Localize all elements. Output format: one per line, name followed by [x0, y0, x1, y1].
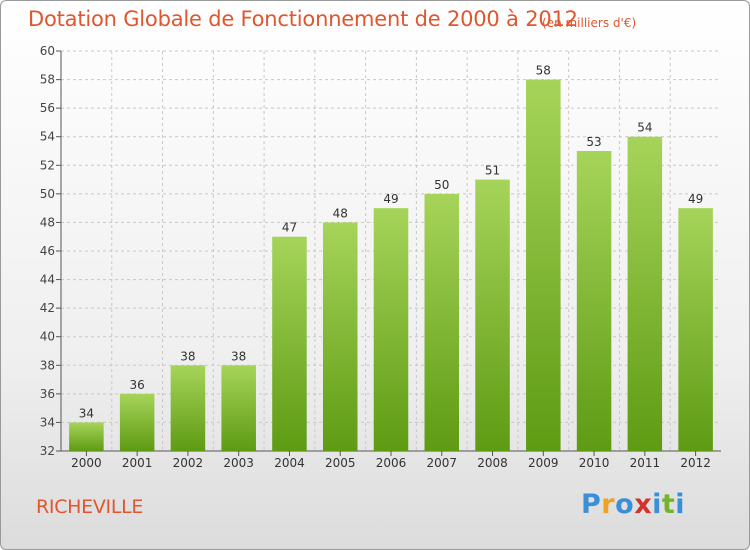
place-name: RICHEVILLE — [36, 496, 144, 518]
y-tick-label: 42 — [40, 301, 55, 315]
data-label: 49 — [383, 192, 398, 206]
x-tick-label: 2010 — [579, 456, 610, 470]
x-tick-label: 2007 — [426, 456, 457, 470]
bar — [424, 193, 460, 451]
data-label: 58 — [536, 64, 551, 78]
units-label: (en milliers d'€) — [542, 16, 637, 30]
y-tick-label: 58 — [40, 73, 55, 87]
data-label: 38 — [231, 349, 246, 363]
data-labels: 34 36 38 38 47 48 49 50 51 58 53 54 49 — [79, 64, 704, 421]
bar — [678, 208, 713, 451]
bar — [272, 236, 307, 451]
logo-letter: i — [675, 489, 686, 520]
logo-letter: r — [601, 489, 616, 520]
x-tick-label: 2009 — [528, 456, 559, 470]
logo-letter: x — [634, 489, 653, 520]
y-tick-label: 36 — [40, 387, 55, 401]
bars — [69, 79, 713, 452]
data-label: 53 — [586, 135, 601, 149]
bar — [119, 393, 155, 451]
y-tick-label: 54 — [40, 130, 55, 144]
bar — [576, 151, 612, 451]
data-label: 48 — [333, 206, 348, 220]
data-label: 50 — [434, 178, 449, 192]
y-tick-label: 48 — [40, 215, 55, 229]
y-tick-label: 40 — [40, 330, 55, 344]
y-tick-label: 46 — [40, 244, 55, 258]
y-tick-label: 44 — [40, 273, 55, 287]
x-tick-label: 2012 — [680, 456, 711, 470]
data-label: 38 — [180, 349, 195, 363]
y-tick-label: 52 — [40, 158, 55, 172]
y-tick-label: 50 — [40, 187, 55, 201]
y-tick-label: 32 — [40, 444, 55, 458]
data-label: 47 — [282, 221, 297, 235]
x-tick-label: 2005 — [325, 456, 356, 470]
data-label: 54 — [637, 121, 652, 135]
x-tick-label: 2002 — [173, 456, 204, 470]
data-label: 49 — [688, 192, 703, 206]
logo-letter: t — [661, 489, 676, 520]
x-tick-label: 2003 — [223, 456, 254, 470]
logo-letter: o — [615, 489, 635, 520]
chart-title: Dotation Globale de Fonctionnement de 20… — [28, 7, 578, 31]
logo-letter: P — [581, 489, 602, 520]
y-tick-label: 56 — [40, 101, 55, 115]
bar — [475, 179, 510, 452]
proxiti-logo[interactable]: Proxiti — [581, 489, 685, 520]
y-tick-label: 60 — [40, 44, 55, 58]
data-label: 51 — [485, 164, 500, 178]
bar — [170, 365, 206, 451]
bar — [322, 222, 358, 451]
bar — [221, 365, 256, 451]
bar — [373, 208, 409, 451]
x-tick-label: 2004 — [274, 456, 305, 470]
y-tick-label: 38 — [40, 358, 55, 372]
logo-letter: i — [652, 489, 662, 520]
x-tick-label: 2006 — [376, 456, 407, 470]
data-label: 36 — [130, 378, 145, 392]
bar — [526, 79, 561, 452]
x-tick-label: 2001 — [122, 456, 153, 470]
bar — [627, 136, 663, 451]
x-tick-label: 2011 — [630, 456, 661, 470]
y-tick-label: 34 — [40, 415, 55, 429]
x-tick-label: 2008 — [477, 456, 508, 470]
data-label: 34 — [79, 406, 94, 420]
x-tick-label: 2000 — [71, 456, 102, 470]
bar — [69, 422, 104, 451]
